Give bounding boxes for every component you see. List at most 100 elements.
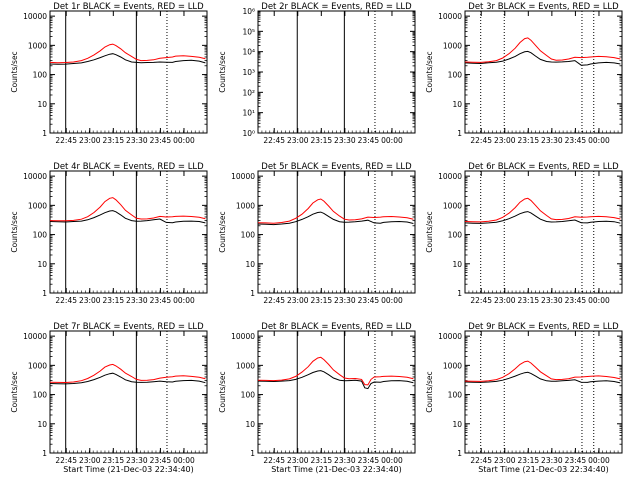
y-tick-label: 10⁵: [242, 27, 255, 36]
y-tick-label: 10: [452, 420, 462, 429]
series-line-events: [257, 211, 414, 226]
y-tick-label: 10000: [23, 172, 47, 181]
y-axis-label: Counts/sec: [425, 211, 434, 252]
x-tick-label: 00:00: [173, 296, 195, 305]
x-tick-label: 22:45: [263, 136, 285, 145]
y-tick-label: 1000: [236, 201, 255, 210]
series-line-lld: [464, 197, 621, 223]
panel-title: Det 5r BLACK = Events, RED = LLD: [261, 162, 412, 172]
x-tick-label: 23:15: [518, 136, 540, 145]
y-tick-label: 100: [33, 71, 48, 80]
x-tick-label: 00:00: [173, 136, 195, 145]
x-tick-label: 00:00: [588, 136, 610, 145]
y-tick-label: 1: [250, 449, 255, 458]
series-line-lld: [257, 356, 414, 386]
plot-frame: [49, 170, 208, 294]
x-tick-label: 23:45: [565, 296, 587, 305]
x-tick-label: 23:00: [287, 136, 309, 145]
y-axis-label: Counts/sec: [218, 51, 227, 92]
detector-panel-8: Det 8r BLACK = Events, RED = LLD 1 10 100 10…: [218, 322, 416, 474]
series-line-events: [49, 210, 206, 224]
y-axis-label: Counts/sec: [10, 211, 19, 252]
detector-panel-2: Det 2r BLACK = Events, RED = LLD 10⁰ 10¹ 10…: [218, 2, 416, 145]
x-tick-label: 00:00: [381, 456, 403, 465]
x-tick-label: 23:00: [494, 296, 516, 305]
x-tick-label: 00:00: [381, 296, 403, 305]
x-tick-label: 23:30: [541, 456, 563, 465]
x-tick-label: 23:30: [541, 136, 563, 145]
y-tick-label: 10: [452, 100, 462, 109]
series-line-lld: [49, 43, 206, 64]
y-axis-label: Counts/sec: [218, 211, 227, 252]
detector-panel-7: Det 7r BLACK = Events, RED = LLD 1 10 100 10…: [10, 322, 208, 474]
x-tick-label: 23:15: [103, 296, 125, 305]
y-tick-label: 100: [241, 231, 256, 240]
detector-panel-9: Det 9r BLACK = Events, RED = LLD 1 10 100 10…: [425, 322, 623, 474]
plot-frame: [464, 170, 623, 294]
series-line-lld: [49, 197, 206, 222]
y-tick-label: 100: [33, 231, 48, 240]
series-line-events: [257, 370, 414, 390]
y-tick-label: 10: [37, 260, 47, 269]
x-tick-label: 00:00: [381, 136, 403, 145]
panel-title: Det 7r BLACK = Events, RED = LLD: [53, 322, 204, 332]
panel-title: Det 4r BLACK = Events, RED = LLD: [53, 162, 204, 172]
x-tick-label: 22:45: [55, 456, 77, 465]
y-tick-label: 10000: [438, 332, 462, 341]
x-tick-label: 23:30: [334, 136, 356, 145]
series-line-lld: [257, 198, 414, 224]
x-tick-label: 23:30: [126, 456, 148, 465]
x-tick-label: 23:00: [287, 456, 309, 465]
y-axis-label: Counts/sec: [10, 371, 19, 412]
y-tick-label: 10¹: [242, 109, 255, 118]
y-tick-label: 10⁶: [242, 7, 255, 16]
x-tick-label: 23:30: [541, 296, 563, 305]
y-axis-label: Counts/sec: [10, 51, 19, 92]
plot-frame: [464, 330, 623, 454]
y-tick-label: 10: [245, 260, 255, 269]
x-tick-label: 23:15: [518, 296, 540, 305]
x-tick-label: 23:15: [311, 296, 333, 305]
y-axis-label: Counts/sec: [425, 51, 434, 92]
y-tick-label: 100: [241, 391, 256, 400]
x-tick-label: 23:30: [334, 456, 356, 465]
x-tick-label: 22:45: [263, 296, 285, 305]
y-tick-label: 10: [37, 100, 47, 109]
y-tick-label: 1000: [443, 41, 462, 50]
plot-frame: [257, 10, 416, 134]
y-tick-label: 1: [457, 129, 462, 138]
x-axis-label: Start Time (21-Dec-03 22:34:40): [478, 465, 609, 474]
x-tick-label: 23:15: [518, 456, 540, 465]
y-axis-label: Counts/sec: [425, 371, 434, 412]
series-line-events: [49, 372, 206, 385]
panel-title: Det 1r BLACK = Events, RED = LLD: [53, 2, 204, 12]
x-tick-label: 22:45: [470, 296, 492, 305]
x-tick-label: 23:45: [358, 456, 380, 465]
detector-panel-5: Det 5r BLACK = Events, RED = LLD 1 10 100 10…: [218, 162, 416, 305]
x-tick-label: 23:45: [358, 136, 380, 145]
x-tick-label: 23:30: [334, 296, 356, 305]
y-tick-label: 10³: [242, 68, 255, 77]
y-tick-label: 10²: [242, 88, 255, 97]
y-tick-label: 10: [37, 420, 47, 429]
x-tick-label: 23:15: [311, 456, 333, 465]
y-axis-label: Counts/sec: [218, 371, 227, 412]
plot-frame: [257, 330, 416, 454]
y-tick-label: 10⁰: [242, 129, 255, 138]
y-tick-label: 1: [457, 289, 462, 298]
y-tick-label: 10000: [438, 12, 462, 21]
panel-title: Det 3r BLACK = Events, RED = LLD: [468, 2, 619, 12]
y-tick-label: 1: [42, 289, 47, 298]
x-tick-label: 22:45: [263, 456, 285, 465]
x-tick-label: 23:15: [311, 136, 333, 145]
x-tick-label: 23:30: [126, 136, 148, 145]
x-tick-label: 23:00: [79, 296, 101, 305]
plot-frame: [49, 330, 208, 454]
y-tick-label: 1000: [28, 361, 47, 370]
detector-panel-6: Det 6r BLACK = Events, RED = LLD 1 10 100 10…: [425, 162, 623, 305]
x-tick-label: 00:00: [588, 296, 610, 305]
series-line-lld: [464, 360, 621, 382]
x-tick-label: 23:00: [494, 136, 516, 145]
x-axis-label: Start Time (21-Dec-03 22:34:40): [63, 465, 194, 474]
